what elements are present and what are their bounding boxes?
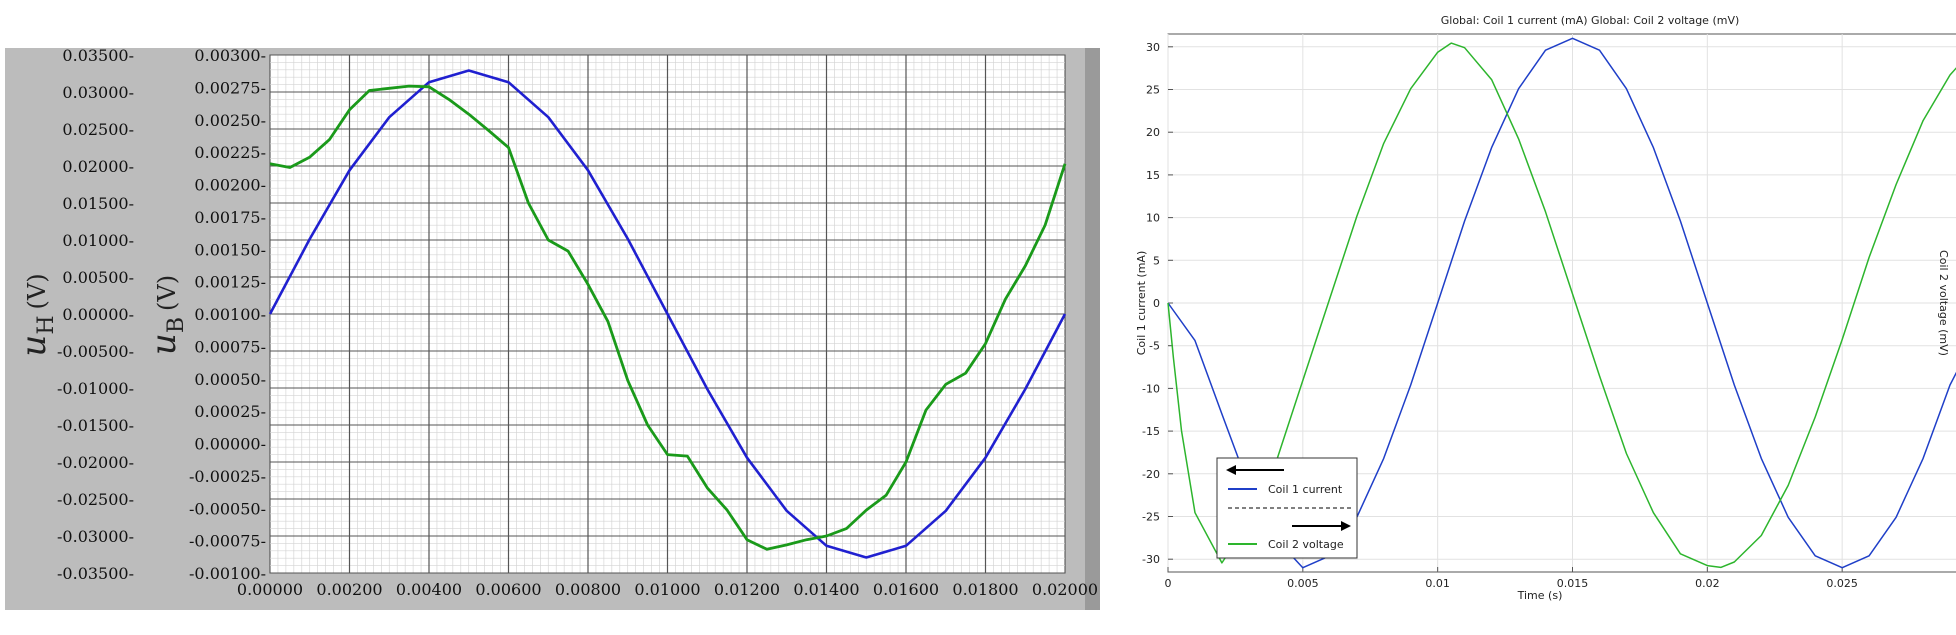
right-x-tick-label: 0.01 [1425,577,1450,590]
left-b-tick-label: 0.00100- [194,305,266,324]
legend-left-axis-arrow-head [1226,465,1236,475]
left-h-label-sub: H [34,315,59,334]
left-x-tick-label: 0.00600 [475,580,541,599]
left-b-tick-label: -0.00100- [189,564,266,583]
left-x-tick-label: 0.01800 [952,580,1018,599]
left-x-tick-label: 0.00200 [316,580,382,599]
left-series-line-H [269,84,1067,551]
left-b-tick-label: 0.00200- [194,176,266,195]
left-x-tick-label: 0.01400 [793,580,859,599]
left-x-tick-label: 0.02000 [1032,580,1098,599]
left-h-tick-label: 0.01000- [62,231,134,250]
legend-right-axis-arrow-head [1341,521,1351,531]
right-left-tick-label: 20 [1146,126,1160,139]
right-x-axis-label: Time (s) [1517,589,1563,602]
left-x-tick-label: 0.00800 [555,580,621,599]
left-h-tick-label: -0.00500- [57,342,134,361]
left-h-tick-label: -0.01000- [57,379,134,398]
right-left-tick-label: -5 [1149,340,1160,353]
legend-label-coil2: Coil 2 voltage [1268,538,1344,551]
left-h-tick-label: 0.00500- [62,268,134,287]
left-x-tick-label: 0.01600 [873,580,939,599]
right-legend: Coil 1 current Coil 2 voltage [1216,457,1358,559]
right-left-tick-label: -20 [1142,468,1160,481]
left-b-tick-label: 0.00300- [194,46,266,65]
left-h-tick-label: 0.03000- [62,83,134,102]
left-x-tick-label: 0.01000 [634,580,700,599]
left-b-tick-label: 0.00150- [194,240,266,259]
left-x-axis-ticks: 0.00000 0.00200 0.00400 0.00600 0.00800 0.010… [237,580,1098,599]
right-x-tick-label: 0.005 [1287,577,1319,590]
right-left-tick-label: 25 [1146,84,1160,97]
left-h-tick-label: 0.02000- [62,157,134,176]
right-x-tick-label: 0.025 [1826,577,1858,590]
right-left-axis-ticks: 30 25 20 15 10 5 0 -5 -10 -15 -20 -25 -30 [1142,41,1173,566]
left-b-tick-label: -0.00075- [189,532,266,551]
left-b-tick-label: 0.00275- [194,78,266,97]
left-chart-panel-edge [1085,48,1100,610]
right-left-tick-label: 15 [1146,169,1160,182]
left-h-tick-label: 0.03500- [62,46,134,65]
left-h-axis-ticks: 0.03500- 0.03000- 0.02500- 0.02000- 0.01500-… [57,46,134,583]
right-series-line-left [1167,37,1956,569]
right-x-tick-label: 0.015 [1557,577,1589,590]
left-b-tick-label: 0.00125- [194,273,266,292]
right-chart: Global: Coil 1 current (mA) Global: Coil… [1135,14,1956,602]
right-left-axis-label: Coil 1 current (mA) [1135,251,1148,356]
left-b-tick-label: 0.00075- [194,337,266,356]
left-x-tick-label: 0.00000 [237,580,303,599]
left-b-tick-label: 0.00000- [194,435,266,454]
left-b-label-unit: (V) [153,275,181,311]
right-left-tick-label: 30 [1146,41,1160,54]
right-x-tick-label: 0 [1165,577,1172,590]
right-x-tick-label: 0.02 [1695,577,1720,590]
left-h-label-unit: (V) [23,273,51,309]
left-h-tick-label: 0.00000- [62,305,134,324]
right-left-tick-label: 10 [1146,212,1160,225]
left-h-label-main: u [14,335,54,357]
left-b-tick-label: 0.00225- [194,143,266,162]
left-b-tick-label: 0.00050- [194,370,266,389]
left-b-axis-ticks: 0.00300- 0.00275- 0.00250- 0.00225- 0.00200-… [189,46,266,583]
right-left-tick-label: 5 [1153,254,1160,267]
left-b-axis-label: uB (V) [144,275,189,355]
left-h-tick-label: 0.01500- [62,194,134,213]
left-grid [270,54,1065,574]
right-left-tick-label: 0 [1153,297,1160,310]
left-b-tick-label: 0.00175- [194,208,266,227]
right-right-axis-label: Coil 2 voltage (mV) [1937,250,1950,356]
left-b-label-main: u [144,333,184,355]
left-b-label-sub: B [164,317,189,333]
left-series-line-B [268,69,1067,559]
right-chart-title: Global: Coil 1 current (mA) Global: Coil… [1441,14,1740,27]
left-h-tick-label: -0.03000- [57,527,134,546]
left-h-tick-label: -0.01500- [57,416,134,435]
left-h-axis-label: uH (V) [14,273,59,356]
right-x-axis-ticks: 00.0050.010.0150.020.0250.03 [1165,567,1858,590]
left-h-tick-label: -0.03500- [57,564,134,583]
legend-label-coil1: Coil 1 current [1268,483,1343,496]
left-b-tick-label: 0.00025- [194,402,266,421]
left-x-tick-label: 0.01200 [714,580,780,599]
right-left-tick-label: -25 [1142,510,1160,523]
left-series [268,69,1067,559]
right-left-tick-label: -15 [1142,425,1160,438]
left-h-tick-label: 0.02500- [62,120,134,139]
left-x-tick-label: 0.00400 [396,580,462,599]
left-h-tick-label: -0.02000- [57,453,134,472]
left-b-tick-label: 0.00250- [194,111,266,130]
right-left-tick-label: -10 [1142,382,1160,395]
left-h-tick-label: -0.02500- [57,490,134,509]
left-b-tick-label: -0.00025- [189,467,266,486]
left-chart: 0.03500-0.03000-0.02500-0.02000-0.01500-… [5,46,1100,610]
left-b-tick-label: -0.00050- [189,499,266,518]
right-left-tick-label: -30 [1142,553,1160,566]
